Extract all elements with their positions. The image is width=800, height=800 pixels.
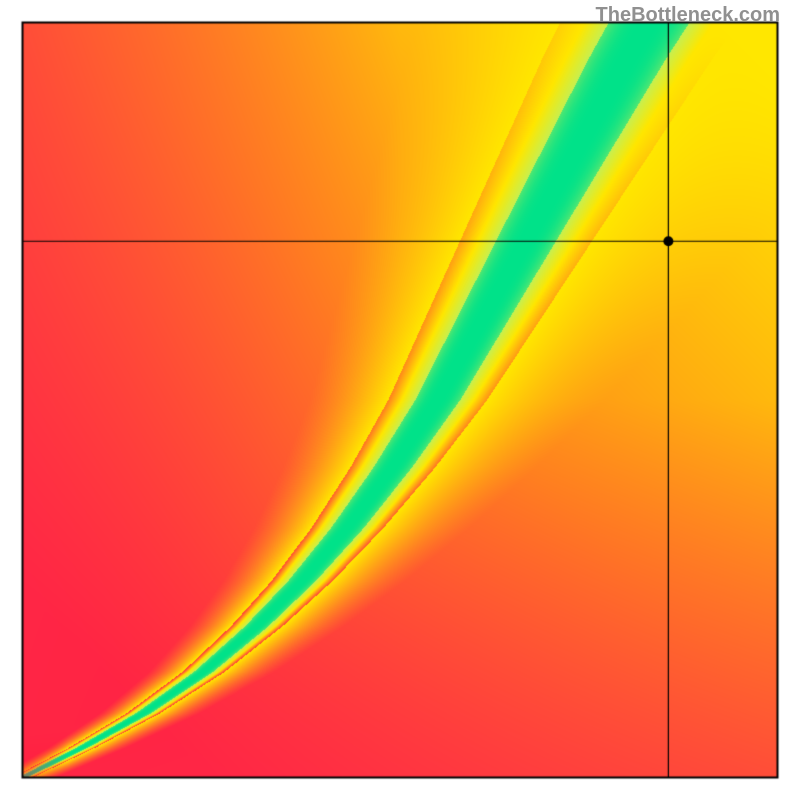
watermark-text: TheBottleneck.com [596,4,780,27]
chart-container: TheBottleneck.com [0,0,800,800]
heatmap-canvas [0,0,800,800]
